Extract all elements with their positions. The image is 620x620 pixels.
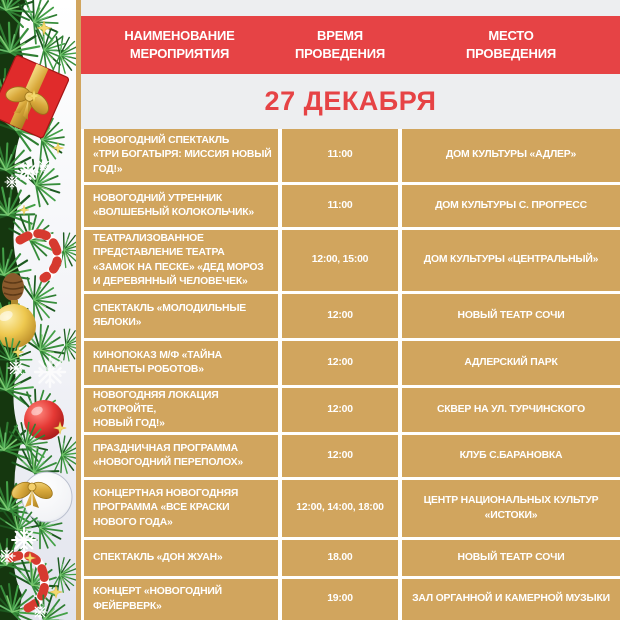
event-name: СПЕКТАКЛЬ «МОЛОДИЛЬНЫЕ ЯБЛОКИ» [93,302,247,328]
event-name: КОНЦЕРТНАЯ НОВОГОДНЯЯ ПРОГРАММА «ВСЕ КРА… [93,488,239,528]
event-place: ДОМ КУЛЬТУРЫ С. ПРОГРЕСС [435,199,587,211]
event-row: КОНЦЕРТНАЯ НОВОГОДНЯЯ ПРОГРАММА «ВСЕ КРА… [84,480,620,540]
date-heading: 27 ДЕКАБРЯ [264,86,437,116]
event-time: 12:00 [278,294,402,338]
red-bauble-icon [24,400,64,440]
event-row: КОНЦЕРТ «НОВОГОДНИЙ ФЕЙЕРВЕРК» 19:00 ЗАЛ… [84,579,620,620]
event-time: 12:00 [278,435,402,477]
header-event-place: МЕСТО ПРОВЕДЕНИЯ [465,28,557,61]
event-place: ЗАЛ ОРГАННОЙ И КАМЕРНОЙ МУЗЫКИ [412,593,610,605]
event-place: НОВЫЙ ТЕАТР СОЧИ [457,309,565,321]
event-name: ПРАЗДНИЧНАЯ ПРОГРАММА «НОВОГОДНИЙ ПЕРЕПО… [93,442,243,468]
event-name: КОНЦЕРТ «НОВОГОДНИЙ ФЕЙЕРВЕРК» [93,586,222,612]
table-header: НАИМЕНОВАНИЕ МЕРОПРИЯТИЯ ВРЕМЯ ПРОВЕДЕНИ… [81,16,620,74]
event-row: ТЕАТРАЛИЗОВАННОЕ ПРЕДСТАВЛЕНИЕ ТЕАТРА «З… [84,230,620,294]
event-row: СПЕКТАКЛЬ «ДОН ЖУАН» 18.00 НОВЫЙ ТЕАТР С… [84,540,620,579]
event-place: СКВЕР НА УЛ. ТУРЧИНСКОГО [436,403,586,415]
top-spacer [81,0,620,16]
header-event-time: ВРЕМЯ ПРОВЕДЕНИЯ [294,28,386,61]
event-place: АДЛЕРСКИЙ ПАРК [464,356,558,368]
event-place: КЛУБ С.БАРАНОВКА [459,449,563,461]
event-place: НОВЫЙ ТЕАТР СОЧИ [457,551,565,563]
christmas-decoration [0,0,78,620]
schedule-panel: НАИМЕНОВАНИЕ МЕРОПРИЯТИЯ ВРЕМЯ ПРОВЕДЕНИ… [76,0,620,620]
event-row: КИНОПОКАЗ М/Ф «ТАЙНА ПЛАНЕТЫ РОБОТОВ» 12… [84,341,620,388]
event-time: 11:00 [278,185,402,227]
event-time: 18.00 [278,540,402,576]
date-band: 27 ДЕКАБРЯ [81,74,620,129]
event-row: СПЕКТАКЛЬ «МОЛОДИЛЬНЫЕ ЯБЛОКИ» 12:00 НОВ… [84,294,620,341]
event-row: НОВОГОДНИЙ СПЕКТАКЛЬ «ТРИ БОГАТЫРЯ: МИСС… [84,129,620,185]
event-time: 11:00 [278,129,402,182]
event-row: ПРАЗДНИЧНАЯ ПРОГРАММА «НОВОГОДНИЙ ПЕРЕПО… [84,435,620,480]
gold-bauble-icon [0,300,36,348]
event-place: ДОМ КУЛЬТУРЫ «ЦЕНТРАЛЬНЫЙ» [423,254,599,266]
event-name: НОВОГОДНИЙ СПЕКТАКЛЬ «ТРИ БОГАТЫРЯ: МИСС… [93,135,272,175]
event-name: НОВОГОДНИЙ УТРЕННИК «ВОЛШЕБНЫЙ КОЛОКОЛЬЧ… [93,192,254,218]
header-event-name: НАИМЕНОВАНИЕ МЕРОПРИЯТИЯ [124,28,235,61]
event-time: 12:00, 14:00, 18:00 [278,480,402,537]
event-place: ЦЕНТР НАЦИОНАЛЬНЫХ КУЛЬТУР «ИСТОКИ» [423,495,599,521]
candy-cane-icon [15,229,62,283]
event-row: НОВОГОДНЯЯ ЛОКАЦИЯ «ОТКРОЙТЕ, НОВЫЙ ГОД!… [84,388,620,435]
event-time: 12:00, 15:00 [278,230,402,291]
event-name: ТЕАТРАЛИЗОВАННОЕ ПРЕДСТАВЛЕНИЕ ТЕАТРА «З… [93,233,264,287]
event-row: НОВОГОДНИЙ УТРЕННИК «ВОЛШЕБНЫЙ КОЛОКОЛЬЧ… [84,185,620,230]
event-name: СПЕКТАКЛЬ «ДОН ЖУАН» [93,551,223,563]
event-name: КИНОПОКАЗ М/Ф «ТАЙНА ПЛАНЕТЫ РОБОТОВ» [93,349,222,375]
event-time: 12:00 [278,341,402,385]
gold-bow-icon [11,481,53,508]
event-place: ДОМ КУЛЬТУРЫ «АДЛЕР» [445,149,577,161]
pine-cone-icon [2,273,24,301]
events-table: НОВОГОДНИЙ СПЕКТАКЛЬ «ТРИ БОГАТЫРЯ: МИСС… [81,129,620,620]
event-time: 19:00 [278,579,402,620]
event-time: 12:00 [278,388,402,432]
event-name: НОВОГОДНЯЯ ЛОКАЦИЯ «ОТКРОЙТЕ, НОВЫЙ ГОД!… [93,389,219,430]
